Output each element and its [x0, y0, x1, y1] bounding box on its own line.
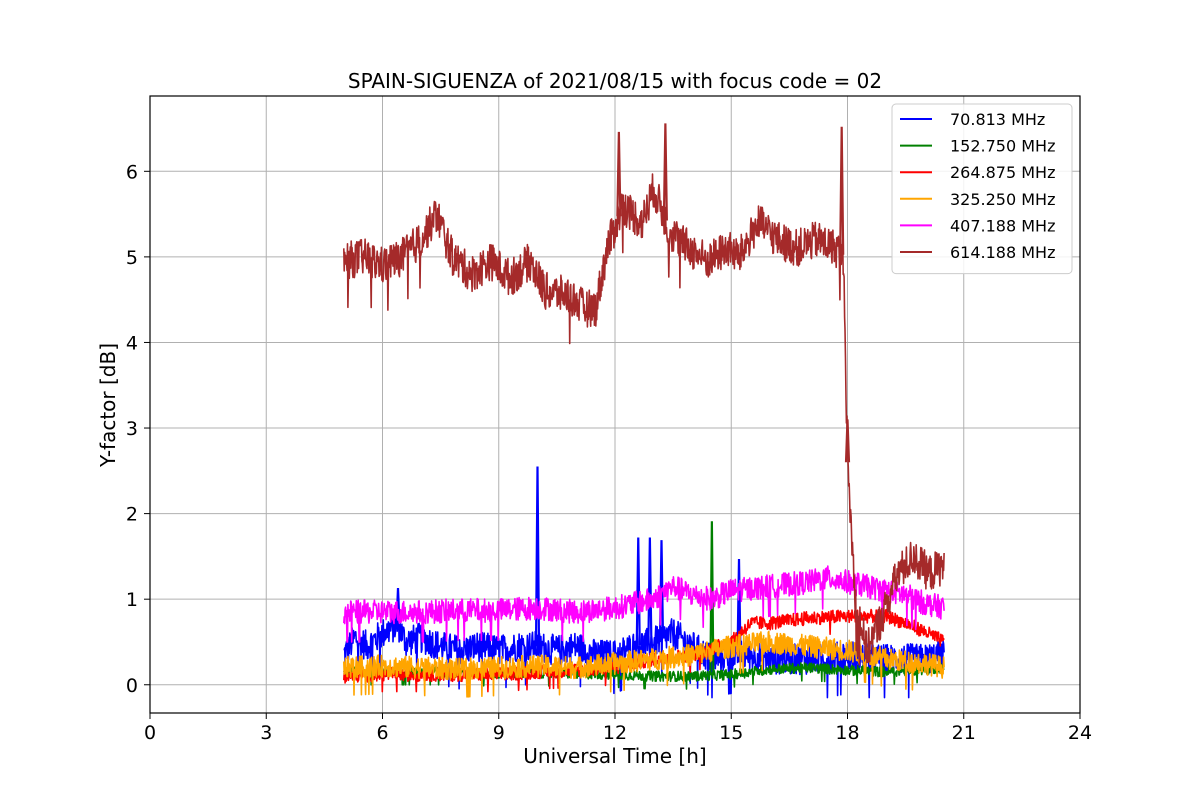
chart-title: SPAIN-SIGUENZA of 2021/08/15 with focus … [348, 69, 882, 93]
x-tick-label: 3 [260, 722, 272, 744]
y-tick-label: 5 [126, 247, 138, 269]
legend-entry: 614.188 MHz [950, 243, 1055, 262]
series-line-5 [343, 173, 945, 666]
series-line-2 [343, 608, 945, 693]
x-tick-label: 24 [1068, 722, 1092, 744]
legend-entry: 264.875 MHz [950, 163, 1055, 182]
series-spike-5-3 [844, 419, 851, 463]
x-tick-label: 21 [952, 722, 976, 744]
y-tick-label: 6 [126, 161, 138, 183]
x-tick-label: 9 [493, 722, 505, 744]
series-spike-0-5 [736, 558, 742, 655]
y-tick-label: 0 [126, 675, 138, 697]
legend-box [891, 103, 1073, 275]
legend-entry: 325.250 MHz [950, 190, 1055, 209]
y-tick-label: 2 [126, 504, 138, 526]
series-spike-5-1 [662, 123, 668, 221]
series-spike-5-2 [839, 126, 845, 255]
y-tick-label: 3 [126, 418, 138, 440]
x-axis-ticks: 0 3 6 9 12 15 18 21 24 [144, 713, 1092, 744]
legend-entry: 407.188 MHz [950, 216, 1055, 235]
x-axis-label: Universal Time [h] [523, 744, 706, 768]
x-tick-label: 6 [376, 722, 388, 744]
legend-entry: 152.750 MHz [950, 137, 1055, 156]
y-tick-label: 1 [126, 589, 138, 611]
x-tick-label: 18 [835, 722, 859, 744]
x-tick-label: 0 [144, 722, 156, 744]
y-axis-label: Y-factor [dB] [96, 343, 120, 468]
legend-entry: 70.813 MHz [950, 110, 1045, 129]
series-line-3 [343, 630, 945, 698]
series-layer [343, 123, 945, 699]
y-tick-label: 4 [126, 332, 138, 354]
legend: 70.813 MHz 152.750 MHz 264.875 MHz 325.250 … [891, 103, 1073, 275]
series-spike-1-0 [709, 521, 715, 676]
x-tick-label: 12 [603, 722, 627, 744]
y-axis-ticks: 0 1 2 3 4 5 6 [126, 161, 150, 697]
series-spike-0-1 [534, 466, 541, 647]
x-tick-label: 15 [719, 722, 743, 744]
series-line-0 [343, 611, 945, 699]
series-line-4 [343, 565, 945, 643]
series-spike-5-0 [616, 131, 622, 217]
